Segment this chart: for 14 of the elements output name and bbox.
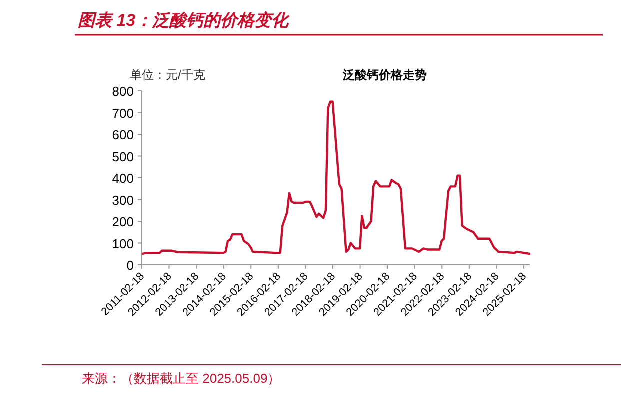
- y-axis-title: 单位：元/千克: [130, 68, 206, 82]
- y-tick-label: 0: [126, 258, 134, 273]
- chart-title: 图表 13：泛酸钙的价格变化: [78, 11, 291, 30]
- y-tick-label: 400: [112, 171, 134, 186]
- y-tick-label: 200: [112, 214, 134, 230]
- y-tick-label: 500: [112, 149, 134, 164]
- line-series: [140, 100, 532, 256]
- y-tick-label: 300: [112, 192, 134, 208]
- y-tick-label: 800: [112, 84, 134, 99]
- chart-subtitle: 泛酸钙价格走势: [342, 68, 427, 82]
- source-note: 来源：（数据截止至 2025.05.09）: [82, 371, 281, 386]
- y-tick-label: 700: [112, 106, 134, 121]
- y-tick-label: 100: [112, 236, 134, 252]
- y-tick-label: 600: [112, 128, 134, 142]
